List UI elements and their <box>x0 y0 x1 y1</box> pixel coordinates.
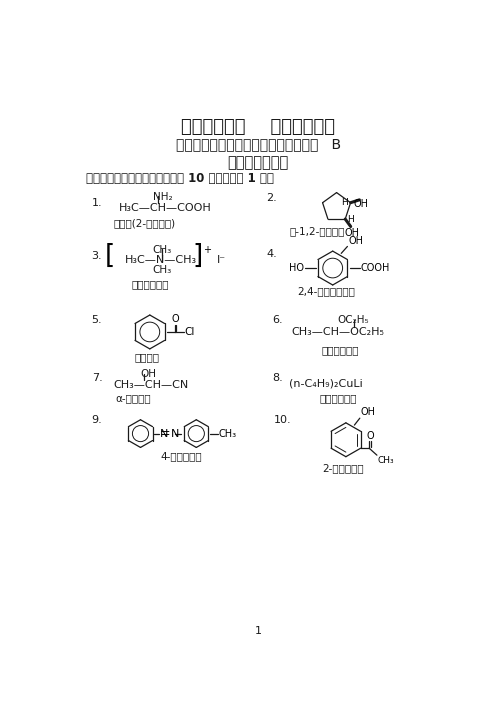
Text: CH₃—CH—OC₂H₅: CH₃—CH—OC₂H₅ <box>292 327 385 337</box>
Text: H: H <box>342 198 348 207</box>
Text: 9.: 9. <box>92 415 102 425</box>
Text: 2,4-二羟基苯甲酸: 2,4-二羟基苯甲酸 <box>297 286 355 296</box>
Text: (n-C₄H₉)₂CuLi: (n-C₄H₉)₂CuLi <box>289 378 363 388</box>
Text: 华东理工大学    学年第二学期: 华东理工大学 学年第二学期 <box>181 118 335 136</box>
Text: OC₂H₅: OC₂H₅ <box>338 315 369 325</box>
Text: 4.: 4. <box>266 249 277 259</box>
Text: 2.: 2. <box>266 193 277 202</box>
Text: 10.: 10. <box>274 415 291 425</box>
Text: N: N <box>171 429 179 438</box>
Text: NH₂: NH₂ <box>153 192 172 202</box>
Text: Cl: Cl <box>184 327 195 337</box>
Text: 苯甲酰氯: 苯甲酰氯 <box>134 352 159 362</box>
Text: OH: OH <box>348 236 363 246</box>
Text: ]: ] <box>193 242 203 269</box>
Text: 3.: 3. <box>92 251 102 261</box>
Text: 2-羟基苯乙酮: 2-羟基苯乙酮 <box>323 463 364 473</box>
Text: 1: 1 <box>255 626 262 636</box>
Text: I⁻: I⁻ <box>216 255 226 265</box>
Text: 1.: 1. <box>92 198 102 208</box>
Text: [: [ <box>105 242 115 269</box>
Text: O: O <box>366 431 374 441</box>
Text: 6.: 6. <box>272 315 283 325</box>
Text: H₃C—CH—COOH: H₃C—CH—COOH <box>119 202 212 212</box>
Text: OH: OH <box>141 369 157 379</box>
Text: 二正丁基铜锷: 二正丁基铜锷 <box>320 394 357 404</box>
Text: CH₃: CH₃ <box>377 456 394 465</box>
Text: OH: OH <box>360 407 375 417</box>
Text: 7.: 7. <box>92 373 102 383</box>
Text: 4-甲基偶氮苯: 4-甲基偶氮苯 <box>160 451 202 461</box>
Text: 答案及评分标准: 答案及评分标准 <box>228 155 289 170</box>
Text: =: = <box>160 427 171 440</box>
Text: 四甲基碳化颐: 四甲基碳化颐 <box>131 279 168 289</box>
Text: 乙醒缩二乙醇: 乙醒缩二乙醇 <box>322 345 359 355</box>
Text: CH₃: CH₃ <box>219 429 237 438</box>
Text: 8.: 8. <box>272 373 283 383</box>
Text: OH: OH <box>344 227 359 237</box>
Text: CH₃: CH₃ <box>153 245 172 255</box>
Text: CH₃: CH₃ <box>153 265 172 275</box>
Text: α-羟基丙腼: α-羟基丙腼 <box>115 394 151 404</box>
Text: 顺-1,2-环戊二醇: 顺-1,2-环戊二醇 <box>289 227 345 237</box>
Text: 《有机化学、下、》课程期末考试试卷   B: 《有机化学、下、》课程期末考试试卷 B <box>176 137 341 151</box>
Text: N: N <box>160 429 168 438</box>
Text: 5.: 5. <box>92 315 102 325</box>
Text: +: + <box>203 245 211 255</box>
Text: OH: OH <box>353 200 368 210</box>
Text: H: H <box>348 215 354 224</box>
Text: HO: HO <box>289 263 304 273</box>
Text: CH₃—CH—CN: CH₃—CH—CN <box>113 380 188 390</box>
Text: COOH: COOH <box>360 263 390 273</box>
Text: 丙氨酸(2-氨基丙酸): 丙氨酸(2-氨基丙酸) <box>113 218 175 228</box>
Text: H₃C—N—CH₃: H₃C—N—CH₃ <box>125 255 197 265</box>
Text: O: O <box>171 314 179 324</box>
Text: 一．命名下列化合物（本大题共 10 分，每小题 1 分）: 一．命名下列化合物（本大题共 10 分，每小题 1 分） <box>86 172 274 185</box>
